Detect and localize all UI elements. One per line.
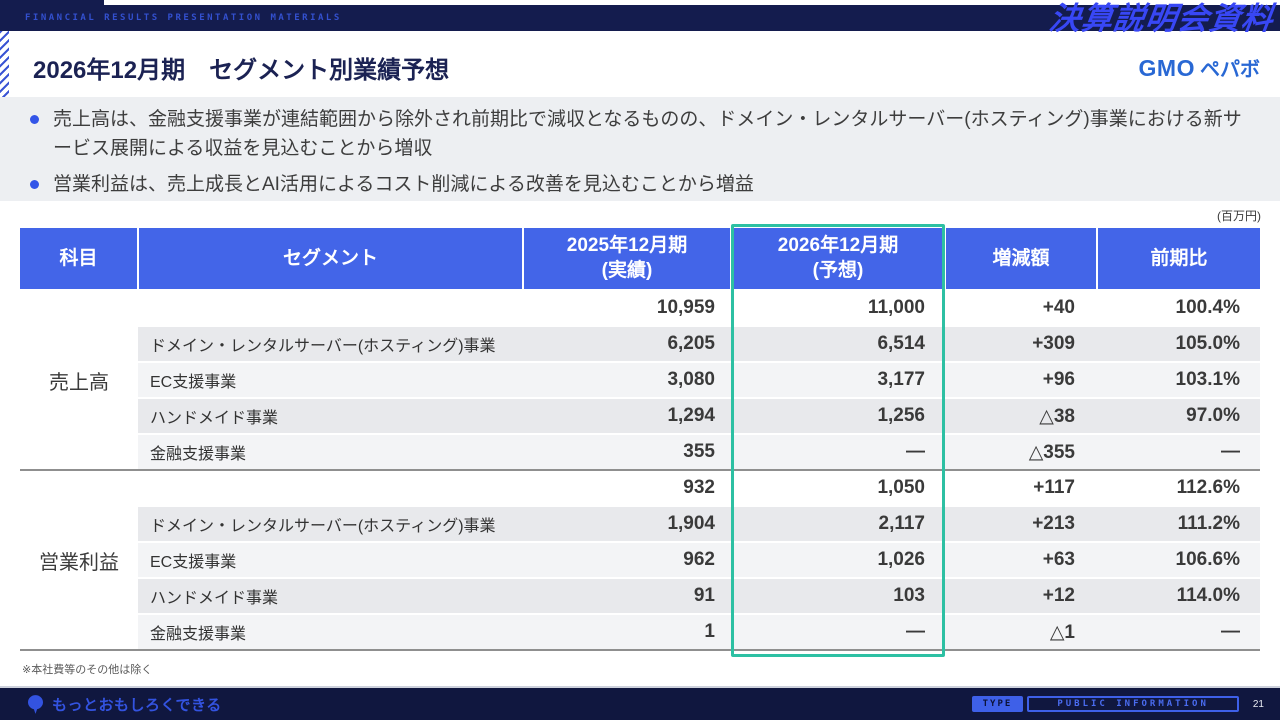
table-row: ドメイン・レンタルサーバー(ホスティング)事業 6,205 6,514 +309…: [20, 326, 1260, 363]
bullet-text: 営業利益は、売上成長とAI活用によるコスト削減による改善を見込むことから増益: [53, 174, 754, 195]
bullet-text: 売上高は、金融支援事業が連結範囲から除外され前期比で減収となるものの、ドメイン・…: [53, 109, 1242, 159]
cell-fy2026: 11,000: [731, 290, 945, 327]
top-bar: FINANCIAL RESULTS PRESENTATION MATERIALS: [0, 5, 1280, 31]
cell-fy2025: 91: [523, 578, 731, 615]
cell-fy2025: 1: [523, 614, 731, 651]
col-header-fy2026: 2026年12月期 (予想): [730, 228, 945, 292]
cell-change: +96: [945, 362, 1097, 399]
cell-yoy: 103.1%: [1097, 362, 1260, 399]
cell-yoy: —: [1097, 434, 1260, 471]
cell-yoy: 112.6%: [1097, 470, 1260, 507]
gmo-pepabo-logo: GMO ペパボ: [1139, 53, 1260, 82]
cell-fy2025: 932: [523, 470, 731, 507]
cell-segment: [138, 290, 523, 327]
cell-change: +117: [945, 470, 1097, 507]
cell-fy2025: 355: [523, 434, 731, 471]
table-row: 金融支援事業 355 — △355 —: [20, 434, 1260, 471]
title-stripe-decoration: [0, 31, 9, 98]
segment-forecast-table-wrap: 科目 セグメント 2025年12月期 (実績) 2026年12月期 (予想) 増…: [20, 228, 1260, 651]
cell-segment: EC支援事業: [138, 542, 523, 579]
footer-right: TYPE PUBLIC INFORMATION 21: [971, 696, 1264, 712]
cell-fy2026: 6,514: [731, 326, 945, 363]
table-row: ドメイン・レンタルサーバー(ホスティング)事業 1,904 2,117 +213…: [20, 506, 1260, 543]
bullet-dot-icon: [30, 115, 39, 124]
type-badge-label: TYPE: [971, 696, 1024, 712]
table-row-sales-total: 売上高 10,959 11,000 +40 100.4%: [20, 290, 1260, 471]
balloon-icon: [28, 694, 43, 714]
cell-fy2025: 1,294: [523, 398, 731, 435]
top-bar-label: FINANCIAL RESULTS PRESENTATION MATERIALS: [25, 13, 342, 23]
col-header-segment: セグメント: [137, 228, 523, 292]
footer-left: もっとおもしろくできる: [28, 694, 222, 715]
cell-change: +213: [945, 506, 1097, 543]
col-header-change: 増減額: [944, 228, 1097, 292]
cell-fy2026: —: [731, 614, 945, 651]
summary-bullets: 売上高は、金融支援事業が連結範囲から除外され前期比で減収となるものの、ドメイン・…: [0, 97, 1280, 201]
cell-fy2025: 962: [523, 542, 731, 579]
footnote: ※本社費等のその他は除く: [22, 664, 153, 676]
cell-fy2025: 1,904: [523, 506, 731, 543]
segment-forecast-table: 科目 セグメント 2025年12月期 (実績) 2026年12月期 (予想) 増…: [20, 228, 1260, 651]
cell-fy2026: 1,026: [731, 542, 945, 579]
cell-yoy: 111.2%: [1097, 506, 1260, 543]
cell-segment: ハンドメイド事業: [138, 578, 523, 615]
cell-fy2025: 6,205: [523, 326, 731, 363]
cell-yoy: —: [1097, 614, 1260, 651]
cell-change: △355: [945, 434, 1097, 471]
cell-segment: 金融支援事業: [138, 614, 523, 651]
cell-yoy: 100.4%: [1097, 290, 1260, 327]
top-corner-decoration: [0, 0, 104, 5]
logo-pepabo-text: ペパボ: [1200, 59, 1260, 81]
cell-change: △38: [945, 398, 1097, 435]
cell-segment: ドメイン・レンタルサーバー(ホスティング)事業: [138, 506, 523, 543]
cell-change: +12: [945, 578, 1097, 615]
table-row-profit-total: 営業利益 932 1,050 +117 112.6%: [20, 470, 1260, 651]
table-header-row: 科目 セグメント 2025年12月期 (実績) 2026年12月期 (予想) 増…: [20, 228, 1260, 292]
cell-fy2026: 1,256: [731, 398, 945, 435]
cell-fy2026: —: [731, 434, 945, 471]
type-badge-value: PUBLIC INFORMATION: [1027, 696, 1239, 712]
cell-segment: ハンドメイド事業: [138, 398, 523, 435]
bullet-item: 売上高は、金融支援事業が連結範囲から除外され前期比で減収となるものの、ドメイン・…: [30, 105, 1258, 163]
table-row: 金融支援事業 1 — △1 —: [20, 614, 1260, 651]
bullet-dot-icon: [30, 180, 39, 189]
cell-segment: 金融支援事業: [138, 434, 523, 471]
watermark-title: 決算説明会資料: [1047, 1, 1277, 36]
cell-fy2026: 103: [731, 578, 945, 615]
group-label-sales: 売上高: [20, 290, 138, 471]
col-header-yoy: 前期比: [1096, 228, 1260, 292]
logo-gmo-text: GMO: [1138, 55, 1195, 81]
table-row: ハンドメイド事業 91 103 +12 114.0%: [20, 578, 1260, 615]
cell-yoy: 106.6%: [1097, 542, 1260, 579]
col-header-item: 科目: [20, 228, 138, 292]
footer-tagline: もっとおもしろくできる: [52, 696, 222, 714]
col-header-fy2025: 2025年12月期 (実績): [522, 228, 731, 292]
cell-segment: EC支援事業: [138, 362, 523, 399]
page-number: 21: [1252, 698, 1264, 710]
cell-yoy: 114.0%: [1097, 578, 1260, 615]
cell-change: +40: [945, 290, 1097, 327]
cell-change: △1: [945, 614, 1097, 651]
cell-segment: ドメイン・レンタルサーバー(ホスティング)事業: [138, 326, 523, 363]
cell-fy2025: 3,080: [523, 362, 731, 399]
table-row: ハンドメイド事業 1,294 1,256 △38 97.0%: [20, 398, 1260, 435]
bullet-item: 営業利益は、売上成長とAI活用によるコスト削減による改善を見込むことから増益: [30, 170, 1258, 199]
table-row: EC支援事業 962 1,026 +63 106.6%: [20, 542, 1260, 579]
unit-note: (百万円): [1217, 209, 1261, 223]
group-label-operating-profit: 営業利益: [20, 470, 138, 651]
cell-fy2026: 1,050: [731, 470, 945, 507]
cell-yoy: 105.0%: [1097, 326, 1260, 363]
table-row: EC支援事業 3,080 3,177 +96 103.1%: [20, 362, 1260, 399]
document-type-badge: TYPE PUBLIC INFORMATION: [971, 696, 1239, 712]
cell-fy2026: 3,177: [731, 362, 945, 399]
cell-fy2025: 10,959: [523, 290, 731, 327]
cell-fy2026: 2,117: [731, 506, 945, 543]
cell-change: +63: [945, 542, 1097, 579]
cell-yoy: 97.0%: [1097, 398, 1260, 435]
page-title: 2026年12月期 セグメント別業績予想: [33, 57, 450, 84]
cell-change: +309: [945, 326, 1097, 363]
footer-bar: もっとおもしろくできる TYPE PUBLIC INFORMATION 21: [0, 686, 1280, 720]
cell-segment: [138, 470, 523, 507]
